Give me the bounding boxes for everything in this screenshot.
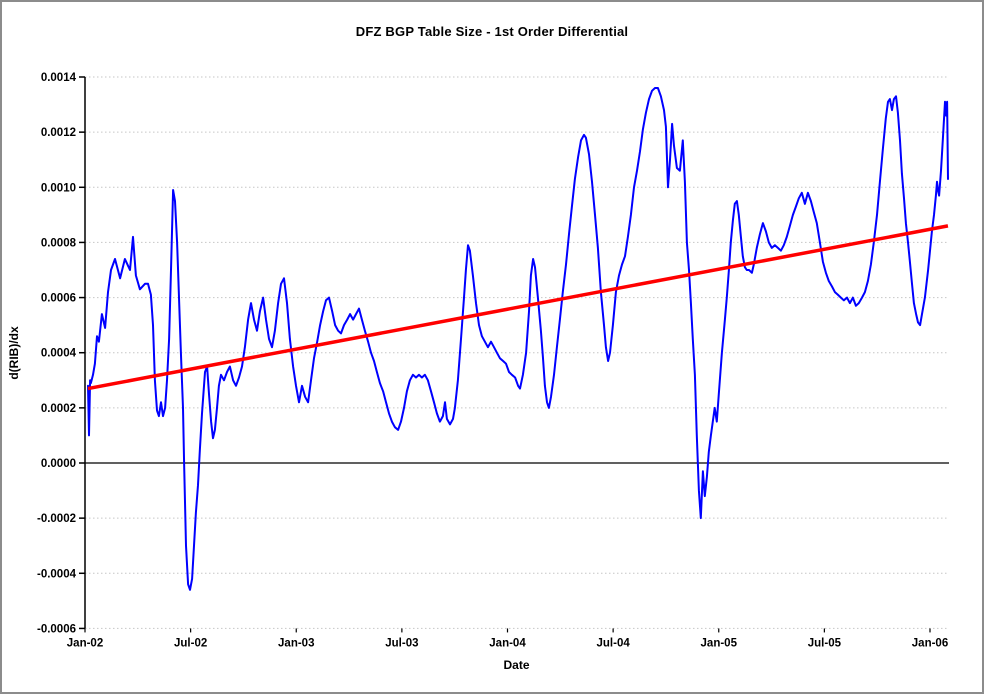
x-tick-label: Jul-02 (174, 637, 207, 649)
x-tick-label: Jul-05 (808, 637, 842, 649)
y-tick-label: 0.0002 (41, 403, 76, 415)
y-tick-label: 0.0010 (41, 182, 76, 194)
y-axis-title: d(RIB)/dx (7, 326, 21, 380)
y-tick-label: -0.0002 (37, 513, 76, 525)
y-tick-label: 0.0004 (41, 348, 77, 360)
series-line (87, 87, 949, 591)
x-axis-title: Date (503, 658, 530, 672)
x-tick-label: Jan-04 (489, 637, 526, 649)
x-tick-label: Jan-05 (701, 637, 738, 649)
y-tick-label: -0.0006 (37, 623, 76, 635)
x-tick-label: Jan-06 (912, 637, 948, 649)
x-tick-label: Jul-03 (385, 637, 418, 649)
y-tick-label: 0.0006 (41, 293, 76, 305)
x-tick-label: Jul-04 (597, 637, 631, 649)
y-tick-label: 0.0014 (41, 72, 77, 84)
trend-line (87, 224, 949, 391)
y-tick-label: 0.0000 (41, 458, 76, 470)
x-tick-label: Jan-02 (67, 637, 103, 649)
chart-title: DFZ BGP Table Size - 1st Order Different… (355, 24, 629, 39)
y-tick-label: -0.0004 (37, 568, 77, 580)
y-tick-label: 0.0012 (41, 127, 76, 139)
x-tick-label: Jan-03 (278, 637, 314, 649)
y-tick-label: 0.0008 (41, 237, 77, 249)
